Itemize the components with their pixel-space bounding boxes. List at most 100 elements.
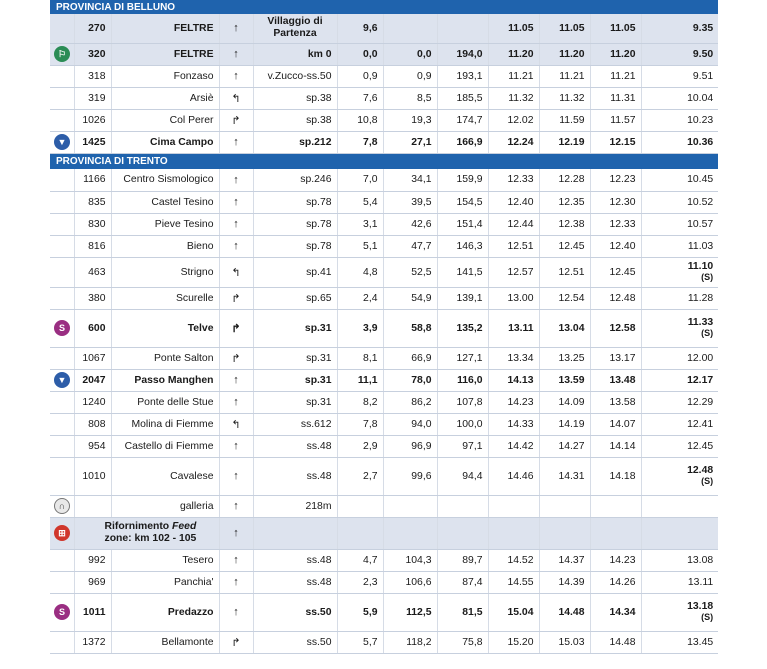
time-caravan: 10.52	[641, 191, 719, 214]
route-row: 954 Castello di Fiemme ↑ ss.48 2,9 96,9 97,1 14…	[50, 435, 719, 458]
time-value: 9.35	[692, 22, 714, 34]
km-done: 66,9	[383, 347, 438, 370]
km-done: 94,0	[383, 413, 438, 436]
icon-cell	[50, 213, 75, 236]
road-ref: sp.31	[253, 347, 338, 370]
feed-zone-icon: ⊞	[54, 525, 70, 541]
km-done: 39,5	[383, 191, 438, 214]
time-caravan: 10.23	[641, 109, 719, 132]
route-row: 830 Pieve Tesino ↑ sp.78 3,1 42,6 151,4 12.44 12…	[50, 213, 719, 236]
time-caravan: 9.51	[641, 65, 719, 88]
location-name: Arsiè	[111, 87, 220, 110]
km-to-go: 154,5	[437, 191, 489, 214]
icon-cell	[50, 391, 75, 414]
time-medium: 14.39	[539, 571, 591, 594]
time-caravan: 13.11	[641, 571, 719, 594]
time-value: 11.10	[687, 261, 714, 272]
route-row: 319 Arsiè ↰ sp.38 7,6 8,5 185,5 11.32 11.32 11.31…	[50, 87, 719, 110]
icon-cell	[50, 169, 75, 192]
icon-cell	[50, 287, 75, 310]
time-fast: 12.57	[488, 257, 540, 288]
time-caravan: 9.35	[641, 14, 719, 44]
road-ref: sp.78	[253, 235, 338, 258]
location-name: Predazzo	[111, 593, 220, 632]
road-ref: sp.246	[253, 169, 338, 192]
altitude: 969	[74, 571, 112, 594]
partial-km: 8,2	[337, 391, 384, 414]
km-done	[383, 495, 438, 518]
road-ref: sp.212	[253, 131, 338, 154]
time-value: 13.11	[687, 576, 714, 588]
icon-cell	[50, 435, 75, 458]
time-value: 12.41	[687, 418, 714, 430]
sprint-marker: (S)	[701, 328, 714, 338]
road-ref: sp.78	[253, 213, 338, 236]
km-to-go: 185,5	[437, 87, 489, 110]
icon-cell	[50, 631, 75, 654]
km-to-go: 146,3	[437, 235, 489, 258]
time-fast: 11.05	[488, 14, 540, 44]
direction-arrow: ↑	[219, 457, 254, 496]
partial-km: 3,9	[337, 309, 384, 348]
direction-arrow: ↑	[219, 235, 254, 258]
km-to-go	[437, 495, 489, 518]
location-name: Tesero	[111, 549, 220, 572]
time-caravan: 10.45	[641, 169, 719, 192]
route-row: ⚐ 320 FELTRE ↑ km 0 0,0 0,0 194,0 11.20 11.20 11.2…	[50, 43, 719, 66]
section-header-belluno: PROVINCIA DI BELLUNO	[50, 0, 719, 14]
location-name: galleria	[111, 495, 220, 518]
time-caravan: 12.48 (S)	[641, 457, 719, 496]
altitude: 830	[74, 213, 112, 236]
time-medium: 14.09	[539, 391, 591, 414]
time-fast: 14.13	[488, 369, 540, 392]
mountain-climb-icon: ▼	[54, 134, 70, 150]
road-ref: ss.48	[253, 549, 338, 572]
time-value: 13.18	[687, 601, 714, 612]
km-done: 86,2	[383, 391, 438, 414]
location-name: Cavalese	[111, 457, 220, 496]
time-value: 12.00	[687, 352, 714, 364]
tunnel-icon: ∩	[54, 498, 70, 514]
sprint-marker: (S)	[701, 612, 714, 622]
time-fast: 14.42	[488, 435, 540, 458]
partial-km: 2,7	[337, 457, 384, 496]
time-value: 10.57	[687, 218, 714, 230]
location-name: Panchia'	[111, 571, 220, 594]
direction-arrow: ↰	[219, 257, 254, 288]
altitude	[74, 495, 112, 518]
partial-km	[337, 495, 384, 518]
partial-km: 0,9	[337, 65, 384, 88]
time-slow: 13.58	[590, 391, 642, 414]
route-row: 1166 Centro Sismologico ↑ sp.246 7,0 34,1 159,…	[50, 169, 719, 192]
icon-cell	[50, 191, 75, 214]
direction-arrow: ↑	[219, 593, 254, 632]
road-ref: ss.48	[253, 435, 338, 458]
direction-arrow: ↑	[219, 549, 254, 572]
altitude: 380	[74, 287, 112, 310]
route-row: ▼ 1425 Cima Campo ↑ sp.212 7,8 27,1 166,9 12.24 1…	[50, 131, 719, 154]
time-slow: 12.15	[590, 131, 642, 154]
time-value: 12.17	[687, 374, 714, 386]
time-slow: 12.33	[590, 213, 642, 236]
altitude: 318	[74, 65, 112, 88]
sprint-marker: (S)	[701, 476, 714, 486]
time-caravan	[641, 495, 719, 518]
icon-cell: ⚐	[50, 43, 75, 66]
direction-arrow: ↑	[219, 131, 254, 154]
direction-arrow: ↱	[219, 109, 254, 132]
direction-arrow: ↑	[219, 65, 254, 88]
km-done: 47,7	[383, 235, 438, 258]
time-medium: 12.51	[539, 257, 591, 288]
km-done	[383, 14, 438, 44]
feed-zone-row: ⊞ Rifornimento Feed zone: km 102 - 105 ↑	[50, 517, 719, 550]
time-slow: 14.48	[590, 631, 642, 654]
time-slow: 11.31	[590, 87, 642, 110]
time-slow: 14.14	[590, 435, 642, 458]
time-slow: 14.34	[590, 593, 642, 632]
altitude: 835	[74, 191, 112, 214]
time-medium: 11.20	[539, 43, 591, 66]
icon-cell	[50, 235, 75, 258]
route-row: 969 Panchia' ↑ ss.48 2,3 106,6 87,4 14.55 14.39 1…	[50, 571, 719, 594]
partial-km: 2,3	[337, 571, 384, 594]
partial-km: 4,8	[337, 257, 384, 288]
